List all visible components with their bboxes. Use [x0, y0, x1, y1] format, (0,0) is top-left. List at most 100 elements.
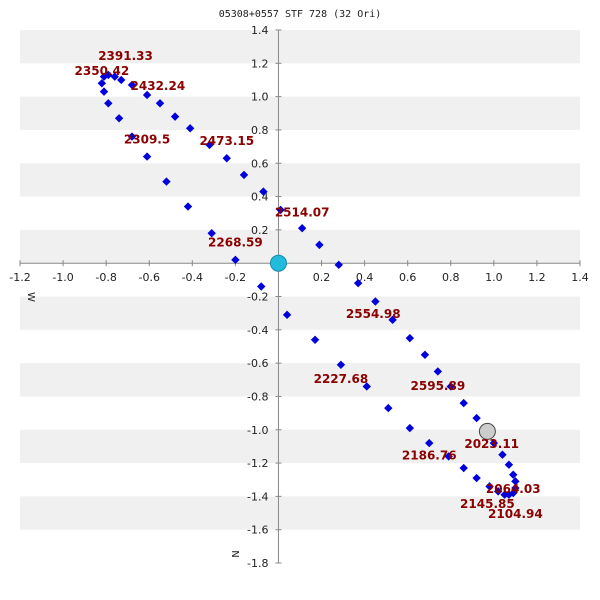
- data-point: [498, 450, 507, 459]
- data-point: [142, 90, 152, 100]
- y-tick-label: -0.8: [247, 390, 268, 403]
- y-tick-label: -1.0: [247, 424, 268, 437]
- data-point: [99, 87, 109, 96]
- y-tick-label: 1.0: [251, 91, 269, 104]
- data-point: [310, 335, 320, 345]
- y-tick-label: -1.4: [247, 490, 268, 503]
- data-point: [444, 452, 453, 461]
- current-position-marker: [478, 422, 496, 440]
- data-point: [446, 382, 455, 391]
- data-point: [222, 154, 231, 163]
- data-point: [353, 278, 363, 288]
- x-tick-label: 0.8: [442, 271, 460, 284]
- x-tick-label: -1.2: [9, 271, 30, 284]
- data-point: [493, 487, 503, 496]
- data-point: [472, 413, 481, 423]
- data-point: [485, 482, 494, 491]
- data-point: [405, 333, 415, 343]
- x-tick-label: -0.8: [95, 271, 116, 284]
- data-point: [371, 297, 380, 306]
- grid-band: [20, 296, 580, 330]
- data-point: [155, 99, 165, 108]
- epoch-label: 2391.33: [98, 49, 153, 63]
- data-point: [183, 202, 193, 211]
- y-tick-label: 0.8: [251, 124, 269, 137]
- epoch-label: 2064.03: [486, 482, 541, 496]
- data-point: [504, 490, 514, 499]
- data-point: [420, 350, 430, 359]
- x-tick-label: -0.4: [182, 271, 203, 284]
- data-point: [162, 177, 171, 186]
- data-point: [459, 463, 468, 473]
- epoch-label: 2268.59: [208, 236, 263, 250]
- grid-bands: [20, 30, 580, 530]
- data-point: [511, 483, 520, 493]
- data-point: [239, 170, 249, 180]
- data-point: [185, 124, 195, 133]
- grid-band: [20, 163, 580, 197]
- data-point: [205, 140, 214, 150]
- data-point: [142, 152, 152, 161]
- data-point: [231, 255, 240, 265]
- data-point: [170, 112, 180, 121]
- chart-title: 05308+0557 STF 728 (32 Ori): [219, 9, 382, 20]
- grid-band: [20, 363, 580, 397]
- x-tick-label: -1.0: [52, 271, 73, 284]
- y-tick-label: -1.8: [247, 557, 268, 570]
- epoch-label: 2186.76: [402, 449, 457, 463]
- data-point: [489, 438, 499, 448]
- y-tick-label: 1.2: [251, 57, 269, 70]
- data-point: [259, 187, 268, 196]
- y-tick-labels: 1.41.21.00.80.60.40.2-0.2-0.4-0.6-0.8-1.…: [247, 24, 282, 570]
- epoch-label: 2432.24: [131, 79, 186, 93]
- data-point: [500, 490, 509, 499]
- data-point: [472, 473, 481, 483]
- data-point: [257, 282, 266, 291]
- data-point: [127, 132, 137, 141]
- epoch-label: 2309.5: [124, 132, 170, 146]
- data-point: [334, 260, 343, 270]
- x-tick-label: 1.4: [571, 271, 589, 284]
- y-direction-label: N: [229, 550, 240, 557]
- data-point: [433, 367, 443, 376]
- epoch-label: 2350.42: [75, 64, 130, 78]
- primary-star-marker: [269, 254, 287, 272]
- epoch-label: 2595.89: [411, 379, 466, 393]
- y-tick-label: -0.6: [247, 357, 268, 370]
- x-tick-label: 0.4: [356, 271, 374, 284]
- data-point: [405, 423, 415, 433]
- grid-band: [20, 30, 580, 64]
- grid-band: [20, 229, 580, 264]
- data-point: [336, 360, 346, 369]
- epoch-label: 2554.98: [346, 307, 401, 321]
- data-point: [104, 99, 113, 108]
- data-point: [511, 477, 520, 486]
- x-tick-label: 0.6: [399, 271, 417, 284]
- epoch-label: 2145.85: [460, 497, 515, 511]
- data-point: [425, 438, 434, 448]
- data-point: [276, 205, 285, 215]
- data-point: [297, 224, 307, 233]
- grid-band: [20, 496, 580, 530]
- data-point: [207, 229, 216, 238]
- data-point: [110, 72, 119, 81]
- epoch-label: 2514.07: [275, 206, 330, 220]
- data-point: [504, 460, 514, 469]
- data-point: [362, 382, 371, 391]
- x-tick-label: 0.2: [313, 271, 331, 284]
- x-tick-label: 1.2: [528, 271, 546, 284]
- epoch-label: 2227.68: [314, 372, 369, 386]
- y-tick-label: -1.6: [247, 524, 268, 537]
- y-tick-label: -1.2: [247, 457, 268, 470]
- data-point: [114, 114, 124, 123]
- y-tick-label: 0.6: [251, 157, 269, 170]
- x-tick-label: -0.6: [138, 271, 159, 284]
- data-point: [459, 398, 468, 408]
- epoch-label: 2473.15: [199, 134, 254, 148]
- data-point: [388, 315, 397, 325]
- data-point: [117, 75, 126, 85]
- data-point: [384, 403, 393, 413]
- epoch-label: 2023.11: [464, 437, 519, 451]
- data-point: [127, 80, 137, 90]
